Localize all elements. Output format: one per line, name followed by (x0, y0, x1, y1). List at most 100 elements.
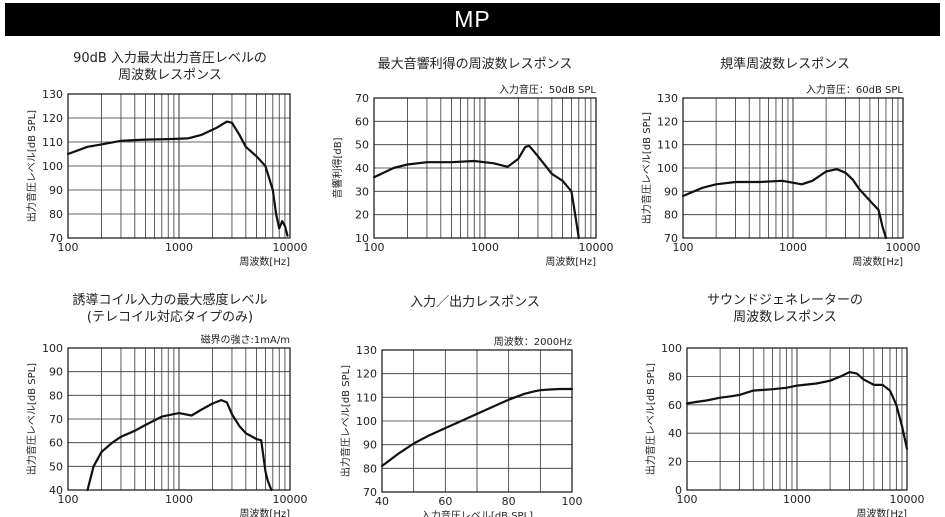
chart-title: 入力／出力レスポンス (330, 294, 620, 311)
y-tick-label: 50 (49, 460, 63, 473)
y-tick-label: 80 (363, 462, 377, 475)
y-axis-label: 出力音圧レベル[dB SPL] (339, 365, 352, 477)
x-tick-label: 100 (677, 493, 698, 506)
x-tick-label: 1000 (165, 241, 193, 254)
header-bar: MP (5, 3, 940, 36)
x-tick-label: 40 (375, 495, 389, 508)
chart-title-line: 規準周波数レスポンス (720, 57, 850, 72)
x-tick-label: 10000 (886, 241, 921, 254)
x-tick-label: 10000 (273, 493, 308, 506)
y-axis-label: 出力音圧レベル[dB SPL] (25, 363, 38, 475)
chart-svg: 10 20 30 40 50 60 70 100 1000 10000 入力音圧：50dB SPL 周… (331, 83, 614, 268)
y-tick-label: 20 (355, 209, 369, 222)
y-tick-label: 130 (42, 88, 63, 101)
x-tick-label: 1000 (783, 493, 811, 506)
y-tick-label: 80 (49, 208, 63, 221)
grid (382, 350, 572, 492)
chart-title-line: 周波数レスポンス (733, 310, 837, 325)
y-tick-label: 20 (668, 456, 682, 469)
series-line (372, 144, 580, 240)
plot-frame (686, 347, 908, 491)
y-tick-label: 110 (356, 391, 377, 404)
y-tick-label: 70 (664, 232, 678, 245)
x-tick-label: 100 (673, 241, 694, 254)
chart-title: 規準周波数レスポンス (635, 56, 935, 73)
chart-title-line: 周波数レスポンス (118, 68, 222, 83)
page-title: MP (454, 6, 491, 32)
plot-frame (373, 97, 597, 239)
y-tick-label: 60 (668, 399, 682, 412)
y-tick-label: 90 (49, 366, 63, 379)
y-tick-label: 60 (355, 115, 369, 128)
chart-title-line: 90dB 入力最大出力音圧レベルの (73, 51, 267, 66)
chart-svg: 70 80 90 100 110 120 130 40 60 80 100 周波数：2000Hz 入力音… (339, 335, 583, 517)
x-tick-label: 10000 (273, 241, 308, 254)
series-line (86, 398, 273, 492)
chart-title: 最大音響利得の周波数レスポンス (330, 56, 620, 73)
y-tick-label: 10 (355, 232, 369, 245)
y-tick-label: 90 (664, 185, 678, 198)
x-tick-label: 100 (58, 241, 79, 254)
x-tick-label: 100 (562, 495, 583, 508)
y-axis-label: 出力音圧レベル[dB SPL] (640, 112, 653, 224)
chart-panel-max-output: 90dB 入力最大出力音圧レベルの 周波数レスポンス 70 80 90 100 110 120… (20, 44, 320, 274)
y-tick-label: 110 (657, 139, 678, 152)
x-tick-label: 10000 (890, 493, 925, 506)
grid (68, 348, 290, 490)
y-tick-label: 100 (661, 342, 682, 355)
chart-subtitle: 磁界の強さ:1mA/m (201, 333, 290, 346)
chart-title-line: 最大音響利得の周波数レスポンス (377, 57, 573, 72)
y-tick-label: 90 (49, 184, 63, 197)
chart-title: 誘導コイル入力の最大感度レベル (テレコイル対応タイプのみ) (20, 292, 320, 326)
x-axis-label: 入力音圧レベル[dB SPL] (421, 509, 533, 517)
y-axis-label: 音響利得[dB] (331, 137, 344, 198)
x-tick-label: 80 (502, 495, 516, 508)
x-axis-label: 周波数[Hz] (545, 255, 596, 268)
x-axis-label: 周波数[Hz] (856, 507, 907, 517)
x-tick-label: 100 (364, 241, 385, 254)
chart-subtitle: 入力音圧：60dB SPL (806, 83, 903, 96)
chart-title-line: (テレコイル対応タイプのみ) (86, 310, 254, 325)
x-tick-label: 1000 (471, 241, 499, 254)
chart-title: サウンドジェネレーターの 周波数レスポンス (635, 292, 935, 326)
x-tick-label: 60 (438, 495, 452, 508)
y-tick-label: 80 (668, 370, 682, 383)
y-tick-label: 100 (657, 162, 678, 175)
y-tick-label: 90 (363, 439, 377, 452)
x-tick-label: 10000 (579, 241, 614, 254)
y-tick-label: 130 (657, 92, 678, 105)
series-line (685, 370, 909, 450)
grid (374, 98, 596, 238)
y-tick-label: 70 (355, 92, 369, 105)
series-line (380, 387, 574, 468)
y-tick-label: 70 (49, 232, 63, 245)
chart-panel-input-output: 入力／出力レスポンス 70 80 90 100 110 120 130 40 60 80 100 周波数… (330, 290, 620, 517)
chart-svg: 70 80 90 100 110 120 130 100 1000 10000 入力音圧：60dB … (640, 83, 921, 268)
chart-subtitle: 入力音圧：50dB SPL (499, 83, 596, 96)
chart-title-line: 誘導コイル入力の最大感度レベル (72, 293, 268, 308)
y-tick-label: 40 (668, 427, 682, 440)
y-tick-label: 70 (49, 413, 63, 426)
chart-title: 90dB 入力最大出力音圧レベルの 周波数レスポンス (20, 50, 320, 84)
y-tick-label: 100 (42, 160, 63, 173)
y-tick-label: 60 (49, 437, 63, 450)
y-axis-label: 出力音圧レベル[dB SPL] (25, 110, 38, 222)
y-tick-label: 80 (49, 389, 63, 402)
chart-panel-telecoil: 誘導コイル入力の最大感度レベル (テレコイル対応タイプのみ) 40 50 60 70 80 9… (20, 290, 320, 517)
x-axis-label: 周波数[Hz] (239, 255, 290, 268)
y-tick-label: 110 (42, 136, 63, 149)
y-tick-label: 100 (42, 342, 63, 355)
y-tick-label: 40 (49, 484, 63, 497)
plot-frame (67, 93, 291, 239)
y-tick-label: 30 (355, 185, 369, 198)
chart-subtitle: 周波数：2000Hz (494, 335, 572, 348)
x-axis-label: 周波数[Hz] (852, 255, 903, 268)
y-tick-label: 40 (355, 162, 369, 175)
chart-title-line: 入力／出力レスポンス (410, 295, 540, 310)
series-line (66, 120, 289, 237)
grid (687, 348, 907, 490)
x-tick-label: 1000 (779, 241, 807, 254)
plot-frame (682, 97, 904, 239)
chart-panel-max-gain: 最大音響利得の周波数レスポンス 10 20 30 40 50 60 70 100 1000 1000… (330, 44, 620, 274)
